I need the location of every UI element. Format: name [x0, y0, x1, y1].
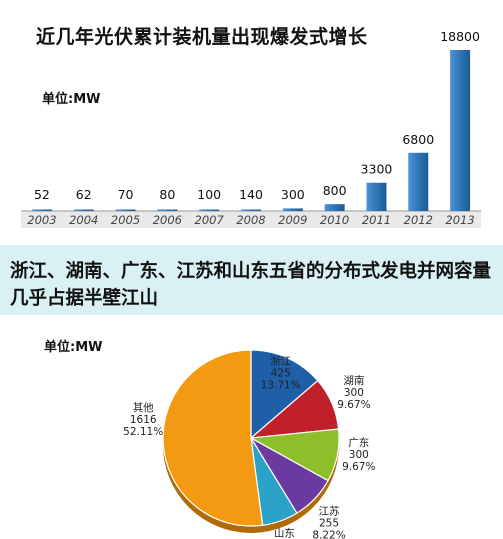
bar-2009 [282, 208, 303, 211]
pie-label-其他: 1616 [130, 414, 157, 426]
bar-data-label: 100 [197, 187, 221, 202]
bar-2005 [115, 209, 136, 211]
pie-label-其他: 52.11% [123, 426, 163, 438]
bar-data-label: 52 [34, 187, 50, 202]
bar-chart-title: 近几年光伏累计装机量出现爆发式增长 [36, 26, 368, 48]
bar-2004 [73, 209, 94, 211]
x-tick-label: 2004 [69, 213, 98, 227]
pie-label-山东: 山东 [274, 526, 295, 539]
pie-label-湖南: 9.67% [337, 399, 370, 411]
pie-label-江苏: 江苏 [319, 505, 340, 518]
pie-slice-浙江 [250, 349, 319, 440]
bar-data-label: 80 [159, 187, 175, 202]
pie-label-广东: 广东 [348, 436, 369, 449]
pie-section-headline: 浙江、湖南、广东、江苏和山东五省的分布式发电并网容量几乎占据半壁江山 [10, 261, 492, 309]
x-tick-label: 2003 [27, 213, 56, 227]
pie-label-浙江: 425 [271, 368, 291, 380]
x-tick-label: 2012 [404, 213, 433, 227]
bar-data-label: 3300 [361, 162, 393, 177]
bar-data-label: 300 [281, 187, 305, 202]
pie-slice-其他 [162, 349, 264, 527]
x-tick-label: 2007 [195, 213, 225, 227]
bar-2008 [241, 209, 261, 211]
x-tick-label: 2006 [153, 213, 182, 227]
bar-2010 [324, 204, 345, 211]
pie-label-江苏: 255 [319, 518, 339, 530]
x-tick-label: 2009 [278, 213, 307, 227]
pie-label-湖南: 300 [344, 387, 364, 399]
bar-2011 [366, 182, 387, 211]
x-tick-label: 2011 [362, 213, 391, 227]
pie-label-广东: 9.67% [342, 461, 375, 473]
pie-label-江苏: 8.22% [312, 530, 345, 539]
x-tick-label: 2010 [320, 213, 349, 227]
bar-2013 [450, 50, 471, 211]
bar-2012 [408, 152, 429, 211]
x-tick-label: 2013 [445, 213, 474, 227]
x-tick-label: 2005 [111, 213, 140, 227]
bar-2003 [31, 209, 52, 211]
pie-section-header-band [0, 245, 503, 315]
x-axis-band [21, 211, 481, 228]
pie-label-广东: 300 [349, 449, 369, 461]
bar-data-label: 18800 [440, 29, 480, 44]
bar-data-label: 6800 [402, 132, 434, 147]
bar-data-label: 140 [239, 187, 263, 202]
x-tick-label: 2008 [236, 213, 265, 227]
bar-chart: 52 2003 62 2004 70 2005 80 2006 100 2007 140 2008 30… [21, 29, 481, 228]
bar-data-label: 62 [76, 187, 92, 202]
bar-data-label: 800 [323, 183, 347, 198]
pie-label-湖南: 湖南 [343, 374, 364, 387]
bar-data-label: 70 [118, 187, 134, 202]
bar-chart-unit-label: 单位:MW [42, 92, 101, 107]
pie-label-浙江: 13.71% [261, 380, 301, 392]
pie-label-浙江: 浙江 [270, 356, 291, 368]
pie-chart-unit-label: 单位:MW [44, 340, 103, 355]
bar-2006 [157, 209, 178, 211]
pie-label-其他: 其他 [133, 401, 154, 414]
bar-2007 [199, 209, 220, 211]
